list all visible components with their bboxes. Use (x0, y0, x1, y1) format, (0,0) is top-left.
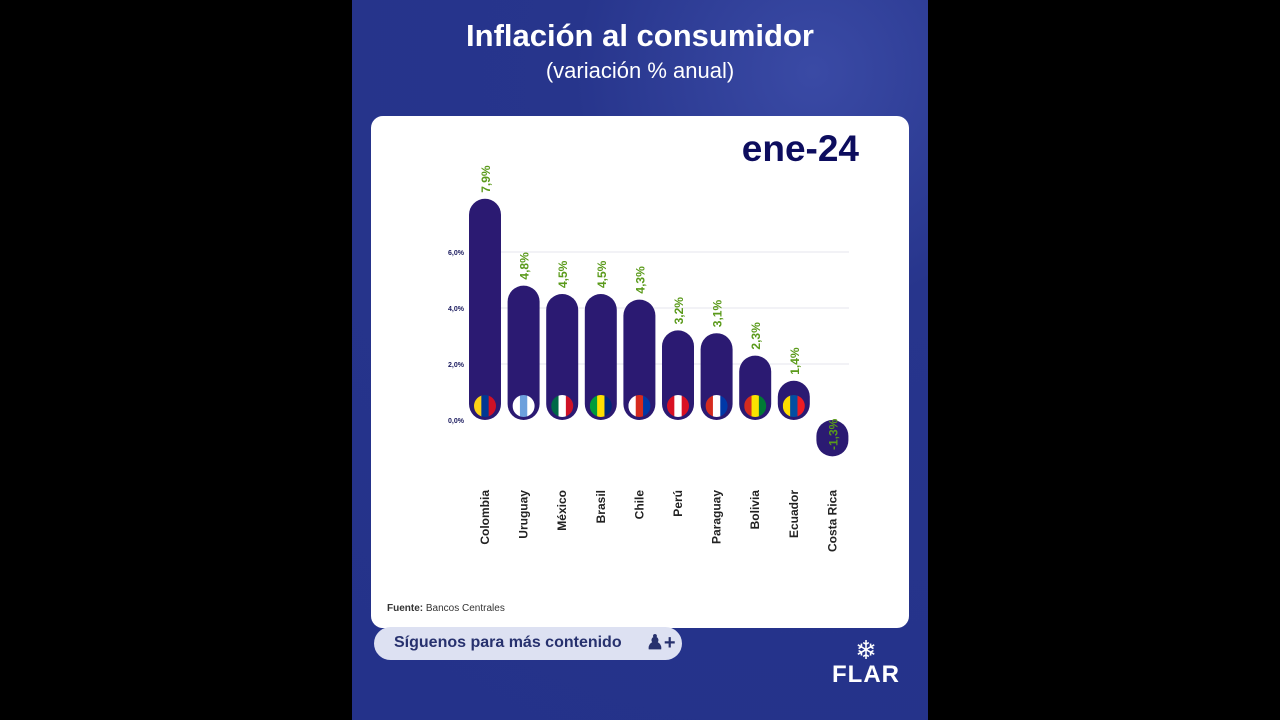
chart-card: 0,0% 2,0% 4,0% 6,0% 7,9% Colombia 4,8% Uruguay 4… (371, 116, 909, 628)
source-note: Fuente: Bancos Centrales (387, 603, 505, 614)
data-label: 7,9% (479, 165, 493, 193)
y-tick-label: 4,0% (448, 306, 465, 313)
y-tick-label: 0,0% (448, 418, 465, 425)
x-tick-label: Ecuador (787, 490, 801, 538)
source-text: Bancos Centrales (425, 603, 505, 614)
flag-icon (512, 395, 535, 417)
chart-subtitle: (variación % anual) (545, 58, 735, 83)
x-tick-label: Paraguay (710, 490, 724, 544)
flag-icon (551, 395, 574, 417)
data-label: 3,2% (672, 297, 686, 325)
bar (469, 198, 501, 420)
x-tick-label: Brasil (594, 490, 608, 523)
source-label: Fuente: (387, 603, 424, 614)
x-tick-label: Costa Rica (825, 490, 839, 552)
logo-emblem-icon: ❄ (855, 635, 877, 665)
data-label: 1,4% (788, 347, 802, 375)
flag-icon (744, 395, 767, 417)
flag-icon (589, 395, 612, 417)
x-tick-label: Colombia (478, 490, 492, 545)
data-label: -1,3% (826, 418, 840, 450)
y-tick-label: 2,0% (448, 362, 465, 369)
x-tick-label: Uruguay (517, 490, 531, 539)
add-user-icon: ♟+ (646, 632, 676, 654)
bar-chart: 0,0% 2,0% 4,0% 6,0% 7,9% Colombia 4,8% Uruguay 4… (448, 165, 849, 552)
x-tick-label: México (555, 490, 569, 531)
period-label: ene-24 (741, 128, 859, 169)
flag-icon (628, 395, 651, 417)
chart-title: Inflación al consumidor (466, 18, 814, 53)
bar (584, 294, 617, 420)
bar (546, 294, 579, 420)
infographic-panel: Inflación al consumidor (variación % anu… (352, 0, 928, 720)
x-tick-label: Bolivia (748, 490, 762, 530)
x-tick-label: Chile (632, 490, 646, 520)
bar (662, 330, 694, 420)
data-label: 4,8% (518, 252, 532, 280)
flag-icon (474, 395, 496, 417)
follow-label: Síguenos para más contenido (394, 634, 622, 651)
y-tick-label: 6,0% (448, 250, 465, 257)
data-label: 4,3% (633, 266, 647, 294)
follow-button[interactable]: Síguenos para más contenido ♟+ (374, 627, 682, 660)
bar (507, 285, 540, 420)
flag-icon (667, 395, 689, 417)
bar (816, 420, 849, 457)
data-label: 3,1% (711, 300, 725, 328)
logo-name: FLAR (832, 661, 900, 688)
flag-icon (705, 395, 728, 417)
x-tick-label: Perú (671, 490, 685, 517)
bar (700, 333, 733, 420)
data-label: 4,5% (595, 260, 609, 288)
flar-logo: ❄ FLAR (822, 635, 910, 688)
data-label: 2,3% (749, 322, 763, 350)
data-label: 4,5% (556, 260, 570, 288)
flag-icon (782, 395, 805, 417)
bar (623, 299, 656, 420)
